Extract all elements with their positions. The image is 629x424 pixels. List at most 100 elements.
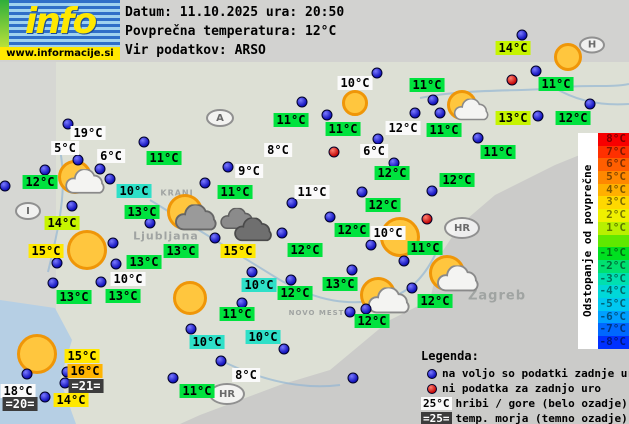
station-temp-label: 11°C — [480, 145, 516, 159]
logo-url-link[interactable]: www.informacije.si — [0, 47, 120, 60]
cloud-icon — [452, 97, 493, 125]
red-station-dot — [328, 146, 340, 158]
scale-entry: -8°C — [598, 335, 629, 349]
header-date-line: Datum: 11.10.2025 ura: 20:50 — [125, 5, 345, 20]
scale-entry: -6°C — [598, 310, 629, 324]
legend-item-mountains: 25°C hribi / gore (belo ozadje) — [421, 396, 629, 411]
blue-station-dot — [427, 94, 439, 106]
legend-item-label: temp. morja (temno ozadje) — [455, 412, 628, 424]
station-temp-label: 11°C — [146, 151, 182, 165]
blue-station-dot — [324, 211, 336, 223]
blue-station-dot — [286, 197, 298, 209]
country-marker-hr: HR — [444, 217, 480, 239]
blue-station-dot — [530, 65, 542, 77]
info-logo[interactable]: info — [0, 0, 120, 47]
sun-icon — [67, 230, 107, 270]
legend-item-data-available: na voljo so podatki zadnje ure — [421, 366, 629, 381]
map-region-croatia — [180, 135, 629, 424]
station-temp-label: 14°C — [44, 216, 80, 230]
blue-station-dot — [365, 239, 377, 251]
scale-entry: -4°C — [598, 285, 629, 298]
scale-entry: 6°C — [598, 158, 629, 172]
scale-entry: 4°C — [598, 183, 629, 197]
station-temp-label: 12°C — [439, 173, 475, 187]
blue-station-dot — [72, 154, 84, 166]
country-marker-i: I — [15, 202, 41, 220]
country-marker-a: A — [206, 109, 234, 127]
scale-entry: 3°C — [598, 196, 629, 210]
station-temp-label: 10°C — [337, 76, 373, 90]
blue-station-dot — [107, 237, 119, 249]
station-temp-label: 12°C — [334, 223, 370, 237]
blue-station-dot — [246, 266, 258, 278]
city-label: NOVO MESTO — [288, 309, 352, 317]
legend-title: Legenda: — [421, 349, 479, 363]
station-temp-label: 16°C — [67, 364, 103, 378]
station-temp-label: 10°C — [245, 330, 281, 344]
station-temp-label: 13°C — [322, 277, 358, 291]
station-temp-label: 13°C — [495, 111, 531, 125]
dark-box-icon: =25= — [421, 412, 452, 424]
blue-station-dot — [94, 163, 106, 175]
cloud-icon — [435, 264, 484, 296]
blue-station-dot — [296, 96, 308, 108]
scale-entry: -3°C — [598, 272, 629, 286]
station-temp-label: 10°C — [370, 226, 406, 240]
blue-station-dot — [21, 368, 33, 380]
station-temp-label: 15°C — [64, 349, 100, 363]
red-dot-icon — [427, 383, 437, 394]
blue-station-dot — [532, 110, 544, 122]
blue-station-dot — [398, 255, 410, 267]
station-temp-label: 6°C — [97, 149, 125, 163]
scale-entry: 1°C — [598, 221, 629, 235]
blue-station-dot — [346, 264, 358, 276]
blue-station-dot — [278, 343, 290, 355]
blue-station-dot — [95, 276, 107, 288]
blue-station-dot — [222, 161, 234, 173]
station-temp-label: 12°C — [277, 286, 313, 300]
station-temp-label: 12°C — [22, 175, 58, 189]
station-temp-label: 12°C — [385, 121, 421, 135]
white-box-icon: 25°C — [421, 397, 452, 410]
legend-item-label: ni podatka za zadnjo uro — [442, 382, 601, 395]
station-temp-label: 10°C — [116, 184, 152, 198]
sun-icon — [173, 281, 207, 315]
blue-station-dot — [360, 303, 372, 315]
station-temp-label: 12°C — [555, 111, 591, 125]
blue-station-dot — [167, 372, 179, 384]
blue-station-dot — [47, 277, 59, 289]
cloud-icon — [366, 286, 415, 318]
scale-title: Odstopanje od povprečne temperature: — [578, 133, 614, 349]
sun-icon — [17, 334, 57, 374]
station-temp-label: 11°C — [407, 241, 443, 255]
blue-station-dot — [215, 355, 227, 367]
blue-station-dot — [372, 133, 384, 145]
scale-entry: -2°C — [598, 259, 629, 273]
blue-station-dot — [39, 164, 51, 176]
blue-station-dot — [356, 186, 368, 198]
blue-station-dot — [199, 177, 211, 189]
scale-entry: 7°C — [598, 145, 629, 159]
country-marker-h: H — [579, 36, 605, 54]
station-temp-label: 13°C — [124, 205, 160, 219]
station-temp-label: 12°C — [374, 166, 410, 180]
blue-station-dot — [344, 306, 356, 318]
red-station-dot — [421, 213, 433, 225]
station-temp-label: 12°C — [365, 198, 401, 212]
city-label: KRANJ — [160, 188, 194, 198]
legend-item-no-data: ni podatka za zadnjo uro — [421, 381, 629, 396]
blue-dot-icon — [427, 368, 437, 379]
station-temp-label: 11°C — [219, 307, 255, 321]
scale-entry: 8°C — [598, 132, 629, 146]
station-temp-label: 13°C — [163, 244, 199, 258]
blue-station-dot — [371, 67, 383, 79]
blue-station-dot — [144, 217, 156, 229]
scale-entry: 2°C — [598, 208, 629, 222]
blue-station-dot — [51, 257, 63, 269]
city-label: Ljubljana — [133, 229, 199, 243]
blue-station-dot — [472, 132, 484, 144]
blue-station-dot — [209, 232, 221, 244]
scale-entry: -1°C — [598, 246, 629, 260]
blue-station-dot — [0, 180, 11, 192]
legend-item-label: na voljo so podatki zadnje ure — [442, 367, 629, 380]
